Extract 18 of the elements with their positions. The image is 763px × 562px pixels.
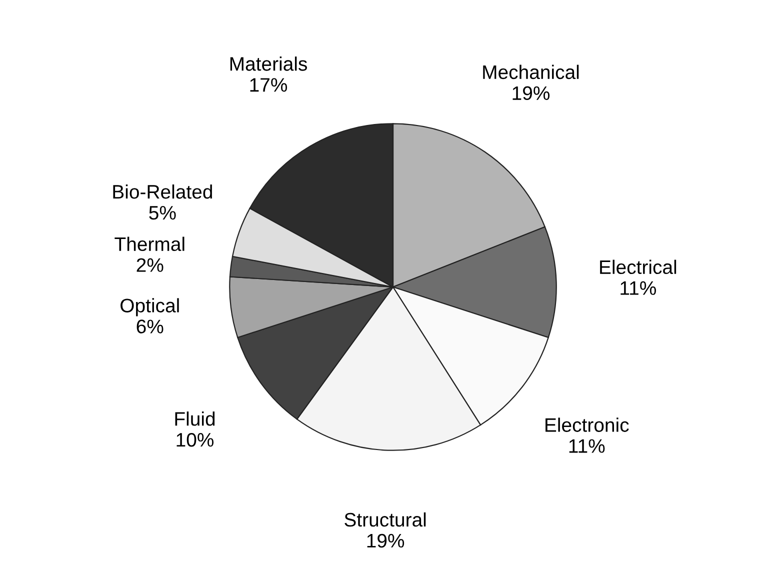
slice-label: Optical bbox=[120, 298, 179, 316]
data-label: 6% bbox=[136, 320, 164, 334]
slice-label: Bio-Related bbox=[113, 184, 212, 199]
slice-label: Structural bbox=[344, 512, 426, 527]
data-label: 5% bbox=[149, 206, 176, 220]
data-label: 17% bbox=[250, 78, 288, 92]
slice-label: Materials bbox=[230, 56, 307, 71]
slice-label: Electrical bbox=[600, 260, 676, 274]
data-label: 11% bbox=[569, 439, 605, 453]
data-label: 2% bbox=[136, 258, 164, 272]
slice-label: Thermal bbox=[114, 236, 184, 252]
slice-label: Mechanical bbox=[483, 64, 579, 80]
slice-label: Fluid bbox=[175, 412, 215, 426]
slice-label: Electronic bbox=[546, 418, 629, 432]
data-label: 19% bbox=[512, 86, 550, 100]
data-label: 19% bbox=[367, 534, 404, 548]
data-label: 10% bbox=[176, 432, 214, 447]
data-label: 11% bbox=[620, 281, 656, 295]
